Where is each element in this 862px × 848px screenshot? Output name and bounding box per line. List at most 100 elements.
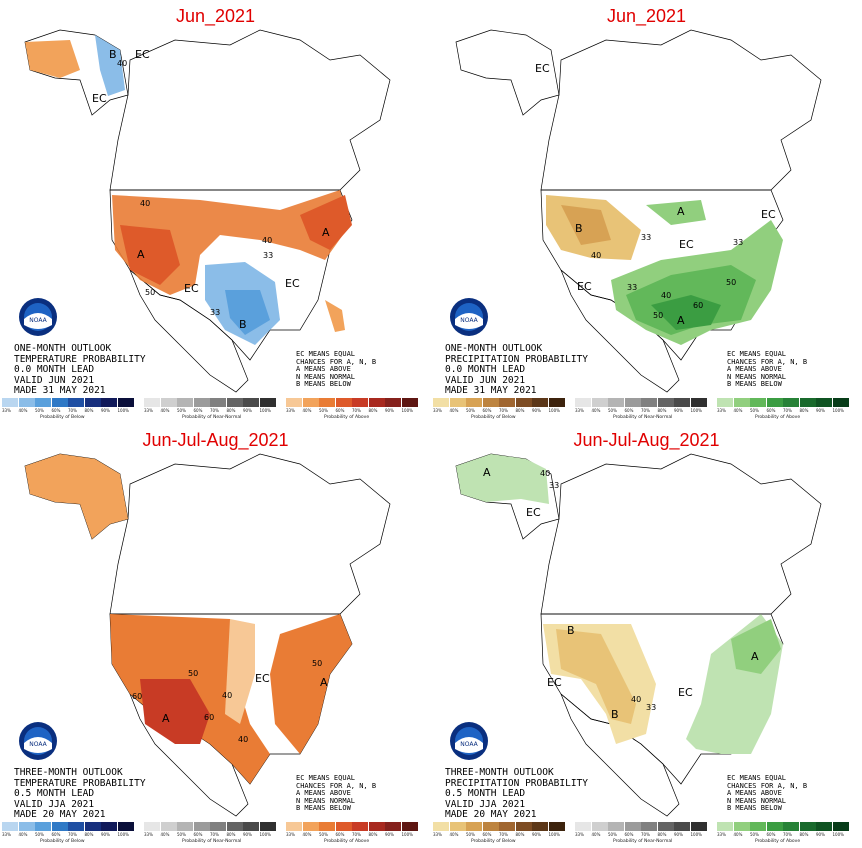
colorbar-tick: 80% <box>657 408 667 413</box>
colorbar-tick: 40% <box>18 408 28 413</box>
colorbar-tick: 90% <box>101 408 110 413</box>
colorbar: 33% 40% 50% 60% 70% 80% 90% 100% Probability of … <box>433 398 860 424</box>
colorbar-tick: 80% <box>226 408 236 413</box>
map-jja-precipitation: EC A B B EC EC A 40 33 40 33 <box>455 453 822 817</box>
svg-text:EC: EC <box>679 238 694 251</box>
svg-text:A: A <box>677 205 685 218</box>
colorbar-tick: 80% <box>657 832 667 837</box>
colorbar-swatch <box>466 398 482 407</box>
colorbar-tick: 80% <box>799 408 809 413</box>
colorbar-swatch <box>690 822 707 831</box>
svg-text:40: 40 <box>540 469 550 478</box>
colorbar-swatch <box>674 398 690 407</box>
colorbar-tick: 70% <box>68 832 77 837</box>
colorbar-swatch <box>68 398 84 407</box>
colorbar-tick: 33% <box>717 408 726 413</box>
colorbar-tick: 60% <box>482 832 492 837</box>
outlook-line: 0.5 MONTH LEAD <box>14 788 95 799</box>
svg-text:NOAA: NOAA <box>460 317 478 324</box>
svg-text:33: 33 <box>641 233 651 242</box>
colorbar-tick: 60% <box>482 408 492 413</box>
colorbar-tick: 90% <box>816 832 825 837</box>
colorbar-swatch <box>733 398 750 407</box>
colorbar-swatch <box>302 822 319 831</box>
colorbar-swatch <box>608 822 624 831</box>
colorbar-label: Probability of Below <box>40 839 85 844</box>
colorbar-tick: 40% <box>449 408 459 413</box>
colorbar-swatch <box>433 398 449 407</box>
colorbar-tick: 100% <box>832 832 844 837</box>
map-jun-precipitation: EC B A EC EC EC A 33 40 33 40 50 60 50 3… <box>455 29 822 393</box>
svg-text:40: 40 <box>591 251 601 260</box>
colorbar-tick: 100% <box>832 408 844 413</box>
colorbar-tick: 70% <box>499 408 508 413</box>
colorbar-label: Probability of Above <box>324 839 370 844</box>
colorbar-swatch <box>18 822 35 831</box>
colorbar-swatch <box>385 398 401 407</box>
noaa-logo: NOAA <box>18 721 58 761</box>
svg-text:50: 50 <box>312 659 322 668</box>
colorbar-swatch <box>783 398 799 407</box>
svg-text:50: 50 <box>726 278 736 287</box>
panel-title: Jun-Jul-Aug_2021 <box>142 430 289 450</box>
colorbar-tick: 40% <box>733 832 743 837</box>
colorbar-tick: 33% <box>575 832 584 837</box>
colorbar-swatch <box>177 398 193 407</box>
colorbar-swatch <box>591 398 608 407</box>
colorbar-tick: 90% <box>385 832 394 837</box>
svg-text:33: 33 <box>549 481 559 490</box>
svg-text:A: A <box>137 248 145 261</box>
svg-text:EC: EC <box>135 48 150 61</box>
colorbar-swatch <box>449 398 466 407</box>
noaa-logo: NOAA <box>449 297 489 337</box>
colorbar-swatch <box>2 398 18 407</box>
colorbar-tick: 80% <box>226 832 236 837</box>
colorbar-swatch <box>482 398 499 407</box>
colorbar-swatch <box>160 822 177 831</box>
colorbar-tick: 33% <box>433 408 442 413</box>
colorbar-swatch <box>832 822 849 831</box>
colorbar-tick: 100% <box>548 408 560 413</box>
colorbar-swatch <box>641 822 657 831</box>
colorbar-swatch <box>816 398 832 407</box>
svg-text:EC: EC <box>92 92 107 105</box>
colorbar-tick: 100% <box>401 408 413 413</box>
ne-above-core <box>300 195 352 250</box>
svg-text:EC: EC <box>547 676 562 689</box>
panel-jun-temperature: B EC EC A A EC EC B 40 50 33 40 33 40 Ju… <box>0 0 431 424</box>
svg-text:40: 40 <box>140 199 150 208</box>
alaska-above-area <box>25 454 128 539</box>
svg-text:33: 33 <box>210 308 220 317</box>
outlook-line: MADE 20 MAY 2021 <box>445 809 537 820</box>
svg-text:EC: EC <box>678 686 693 699</box>
svg-text:EC: EC <box>577 280 592 293</box>
colorbar-swatch <box>532 822 548 831</box>
colorbar-tick: 40% <box>302 832 312 837</box>
outlook-line: VALID JUN 2021 <box>14 374 95 386</box>
colorbar-swatch <box>783 822 799 831</box>
colorbar-tick: 50% <box>177 408 186 413</box>
colorbar-swatch <box>548 398 565 407</box>
colorbar-swatch <box>482 822 499 831</box>
colorbar-tick: 80% <box>515 832 525 837</box>
outlook-line: VALID JUN 2021 <box>445 374 526 386</box>
svg-text:EC: EC <box>285 277 300 290</box>
colorbar-tick: 33% <box>144 408 153 413</box>
colorbar-swatch <box>657 398 674 407</box>
colorbar-swatch <box>35 822 51 831</box>
colorbar-swatch <box>733 822 750 831</box>
colorbar-swatch <box>717 398 733 407</box>
colorbar-swatch <box>319 822 335 831</box>
svg-text:40: 40 <box>631 695 641 704</box>
colorbar-tick: 100% <box>690 832 702 837</box>
east-above-area <box>270 614 352 754</box>
svg-text:A: A <box>162 712 170 725</box>
great-lakes-above <box>646 200 706 225</box>
colorbar-swatch <box>84 398 101 407</box>
colorbar-label: Probability of Near-Normal <box>182 415 242 420</box>
colorbar-swatch <box>319 398 335 407</box>
colorbar-tick: 70% <box>499 832 508 837</box>
colorbar-swatch <box>177 822 193 831</box>
